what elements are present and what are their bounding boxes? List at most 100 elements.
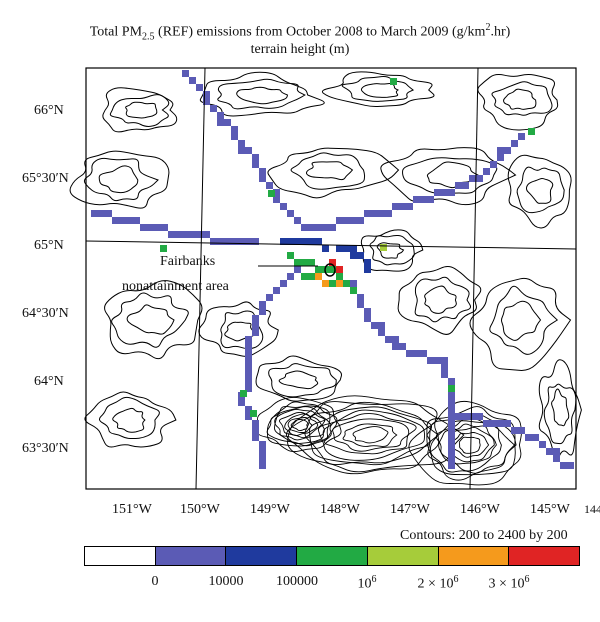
- contour-line: [83, 157, 159, 202]
- emission-cell: [160, 245, 167, 252]
- emission-cell: [217, 119, 224, 126]
- colorbar-swatch: [155, 547, 227, 565]
- emission-cell: [427, 357, 434, 364]
- emission-cell: [322, 245, 329, 252]
- emission-cell: [119, 217, 126, 224]
- contour-line: [220, 310, 264, 350]
- lat-tick-label: 65°N: [34, 238, 64, 253]
- emission-cell: [315, 224, 322, 231]
- emission-cell: [390, 78, 397, 85]
- contour-line: [438, 423, 497, 465]
- emission-cell: [511, 427, 518, 434]
- emission-cell: [147, 224, 154, 231]
- emission-cell: [448, 189, 455, 196]
- contour-line: [426, 406, 516, 476]
- emission-cell: [238, 147, 245, 154]
- emission-cell: [364, 308, 371, 315]
- emission-cell: [224, 238, 231, 245]
- emission-cell: [448, 406, 455, 413]
- emission-cell: [518, 427, 525, 434]
- emission-cell: [371, 322, 378, 329]
- latitude-labels: 66°N 65°30′N 65°N 64°30′N 64°N 63°30′N: [22, 103, 69, 456]
- contour-line: [304, 401, 440, 465]
- emission-cell: [357, 252, 364, 259]
- emission-cell: [350, 217, 357, 224]
- contour-line: [477, 74, 559, 131]
- emission-cell: [315, 238, 322, 245]
- emission-cell: [196, 231, 203, 238]
- emission-cell: [469, 413, 476, 420]
- contour-line: [274, 406, 332, 444]
- emission-cell: [392, 343, 399, 350]
- contour-line: [290, 419, 309, 432]
- emission-cell: [392, 203, 399, 210]
- emission-cell: [448, 420, 455, 427]
- emission-cell: [252, 154, 259, 161]
- emission-cell: [504, 147, 511, 154]
- emission-cell: [182, 231, 189, 238]
- emission-cell: [196, 84, 203, 91]
- emission-cell: [364, 259, 371, 266]
- emission-cell: [112, 217, 119, 224]
- emission-cell: [273, 189, 280, 196]
- emission-cell: [525, 434, 532, 441]
- contour-line: [267, 147, 400, 199]
- emission-cell: [441, 364, 448, 371]
- emission-cell: [301, 224, 308, 231]
- lon-tick-label: 147°W: [390, 502, 431, 517]
- emission-cell: [252, 315, 259, 322]
- contour-line: [380, 147, 517, 206]
- contour-line: [414, 276, 471, 323]
- emission-cell: [322, 224, 329, 231]
- emission-cell: [203, 91, 210, 98]
- emission-cell: [434, 189, 441, 196]
- emission-cell: [364, 315, 371, 322]
- emission-cell: [273, 196, 280, 203]
- emission-cell: [329, 266, 336, 273]
- emission-cell: [462, 182, 469, 189]
- emission-cell: [259, 441, 266, 448]
- emission-cell: [448, 441, 455, 448]
- emission-cell: [329, 280, 336, 287]
- emission-cell: [245, 336, 252, 343]
- emission-cell: [252, 427, 259, 434]
- contour-line: [342, 423, 398, 447]
- colorbar-swatch: [438, 547, 510, 565]
- contour-line: [503, 88, 537, 110]
- colorbar-label: 0: [151, 574, 159, 589]
- contour-line: [286, 401, 440, 475]
- emission-cell: [448, 378, 455, 385]
- emission-cell: [448, 427, 455, 434]
- emission-cell: [380, 244, 387, 251]
- contour-line: [305, 161, 354, 181]
- terrain-contours: [69, 71, 582, 486]
- emission-cell: [245, 147, 252, 154]
- emission-cell: [448, 385, 455, 392]
- contour-line: [429, 420, 516, 474]
- emission-cell: [315, 266, 322, 273]
- road-emission-cells: [91, 70, 574, 469]
- emission-cell: [231, 238, 238, 245]
- emission-cell: [427, 196, 434, 203]
- contour-line: [538, 359, 582, 461]
- figure-subtitle: terrain height (m): [250, 42, 350, 57]
- contour-line: [427, 413, 517, 481]
- emission-cell: [294, 259, 301, 266]
- emission-cell: [301, 238, 308, 245]
- emission-cell: [308, 273, 315, 280]
- emission-cell: [567, 462, 574, 469]
- emission-cell: [336, 217, 343, 224]
- emission-cell: [259, 168, 266, 175]
- emission-cell: [287, 252, 294, 259]
- emission-cell: [252, 161, 259, 168]
- emission-cell: [266, 294, 273, 301]
- emission-cell: [371, 210, 378, 217]
- emission-cell: [476, 175, 483, 182]
- contour-line: [543, 383, 577, 445]
- emission-cell: [357, 294, 364, 301]
- emission-cell: [476, 413, 483, 420]
- emission-cell: [231, 126, 238, 133]
- lon-tick-label: 151°W: [112, 502, 153, 517]
- emission-cell: [504, 420, 511, 427]
- emission-cell: [168, 231, 175, 238]
